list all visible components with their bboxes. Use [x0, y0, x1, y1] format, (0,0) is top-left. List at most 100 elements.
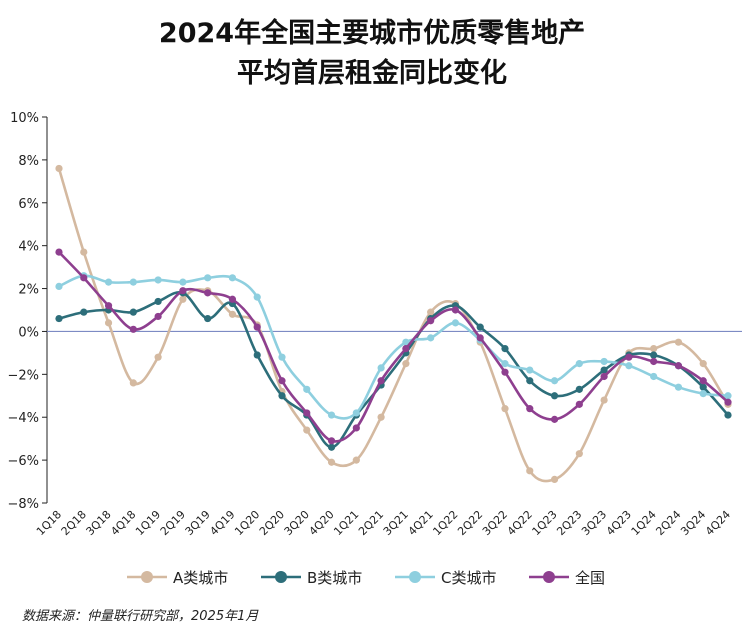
- point: [204, 314, 212, 323]
- point: [228, 295, 237, 303]
- y-tick-label: −2%: [7, 368, 39, 383]
- point: [650, 372, 658, 381]
- point: [377, 413, 385, 421]
- x-tick-label: 2Q23: [554, 508, 584, 538]
- x-tick-label: 4Q22: [505, 508, 535, 538]
- legend-marker: [543, 571, 555, 583]
- y-tick-label: −6%: [7, 454, 39, 469]
- point: [724, 411, 732, 419]
- source-note: 数据来源：仲量联行研究部，2025年1月: [22, 608, 259, 624]
- point: [550, 377, 559, 385]
- point: [327, 458, 336, 466]
- point: [129, 308, 137, 316]
- x-tick-label: 3Q24: [678, 508, 708, 538]
- x-tick-label: 1Q21: [331, 508, 361, 538]
- x-tick-label: 1Q22: [430, 508, 460, 538]
- point: [129, 379, 137, 387]
- point: [104, 319, 113, 327]
- legend-label: B类城市: [307, 569, 362, 587]
- chart-title: 2024年全国主要城市优质零售地产: [159, 17, 585, 49]
- point: [550, 392, 559, 400]
- point: [674, 362, 683, 370]
- point: [526, 377, 534, 385]
- chart-title: 平均首层租金同比变化: [237, 57, 507, 89]
- legend-label: 全国: [575, 569, 605, 587]
- x-tick-label: 3Q23: [579, 508, 609, 538]
- point: [625, 362, 633, 370]
- point: [674, 338, 683, 346]
- point: [104, 278, 113, 286]
- point: [600, 357, 608, 366]
- point: [204, 289, 212, 297]
- point: [352, 424, 360, 432]
- point: [699, 377, 707, 385]
- y-tick-label: −4%: [7, 411, 39, 426]
- point: [699, 360, 707, 368]
- series-line: [58, 274, 729, 420]
- point: [600, 396, 608, 404]
- point: [402, 338, 410, 346]
- point: [377, 377, 385, 385]
- point: [724, 398, 732, 406]
- point: [253, 351, 261, 359]
- point: [154, 297, 162, 306]
- point: [327, 437, 336, 445]
- x-tick-label: 2Q22: [455, 508, 485, 538]
- point: [402, 345, 410, 353]
- point: [327, 443, 336, 451]
- point: [427, 317, 435, 325]
- point: [476, 323, 484, 331]
- point: [501, 360, 509, 368]
- x-tick-label: 2Q18: [59, 508, 89, 538]
- point: [154, 353, 162, 361]
- point: [526, 366, 534, 374]
- point: [228, 310, 237, 318]
- point: [501, 405, 509, 413]
- x-tick-label: 4Q23: [604, 508, 634, 538]
- point: [104, 302, 113, 310]
- point: [427, 334, 435, 342]
- point: [55, 314, 63, 323]
- point: [179, 287, 187, 295]
- point: [550, 415, 559, 423]
- x-tick-label: 3Q22: [480, 508, 510, 538]
- x-tick-label: 1Q20: [232, 508, 262, 538]
- legend-label: A类城市: [173, 569, 228, 587]
- point: [179, 295, 187, 303]
- x-tick-label: 3Q18: [84, 508, 114, 538]
- legend-marker: [409, 571, 421, 583]
- x-tick-label: 2Q21: [356, 508, 386, 538]
- point: [228, 274, 237, 282]
- point: [699, 390, 707, 398]
- x-tick-label: 2Q24: [653, 508, 683, 538]
- point: [625, 353, 633, 361]
- x-tick-label: 1Q19: [133, 508, 163, 538]
- point: [427, 308, 435, 316]
- point: [303, 426, 311, 434]
- point: [278, 353, 286, 361]
- y-tick-label: −8%: [7, 497, 39, 512]
- legend-marker: [141, 571, 153, 583]
- point: [550, 475, 559, 484]
- point: [650, 351, 658, 359]
- point: [129, 278, 137, 286]
- point: [402, 360, 410, 368]
- point: [352, 456, 360, 464]
- point: [451, 306, 460, 314]
- point: [327, 411, 336, 419]
- x-tick-label: 3Q20: [282, 508, 312, 538]
- x-tick-label: 2Q20: [257, 508, 287, 538]
- legend-label: C类城市: [441, 569, 496, 587]
- point: [303, 409, 311, 417]
- point: [303, 385, 311, 393]
- point: [154, 312, 162, 321]
- point: [575, 400, 583, 408]
- point: [204, 274, 212, 282]
- y-tick-label: 6%: [18, 197, 39, 212]
- point: [55, 282, 63, 291]
- point: [674, 383, 683, 391]
- point: [129, 325, 137, 333]
- y-tick-label: 4%: [18, 240, 39, 255]
- point: [650, 357, 658, 366]
- x-tick-label: 3Q19: [183, 508, 213, 538]
